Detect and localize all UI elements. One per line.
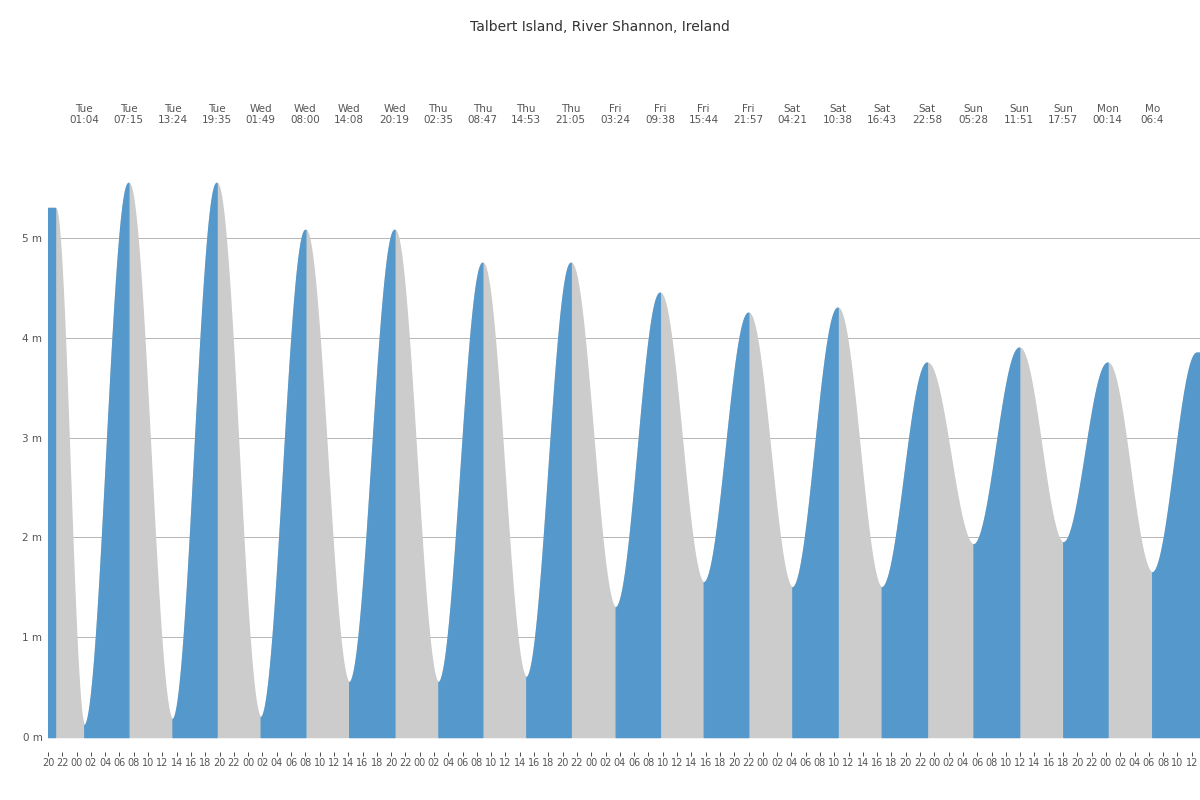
Text: Talbert Island, River Shannon, Ireland: Talbert Island, River Shannon, Ireland — [470, 20, 730, 34]
